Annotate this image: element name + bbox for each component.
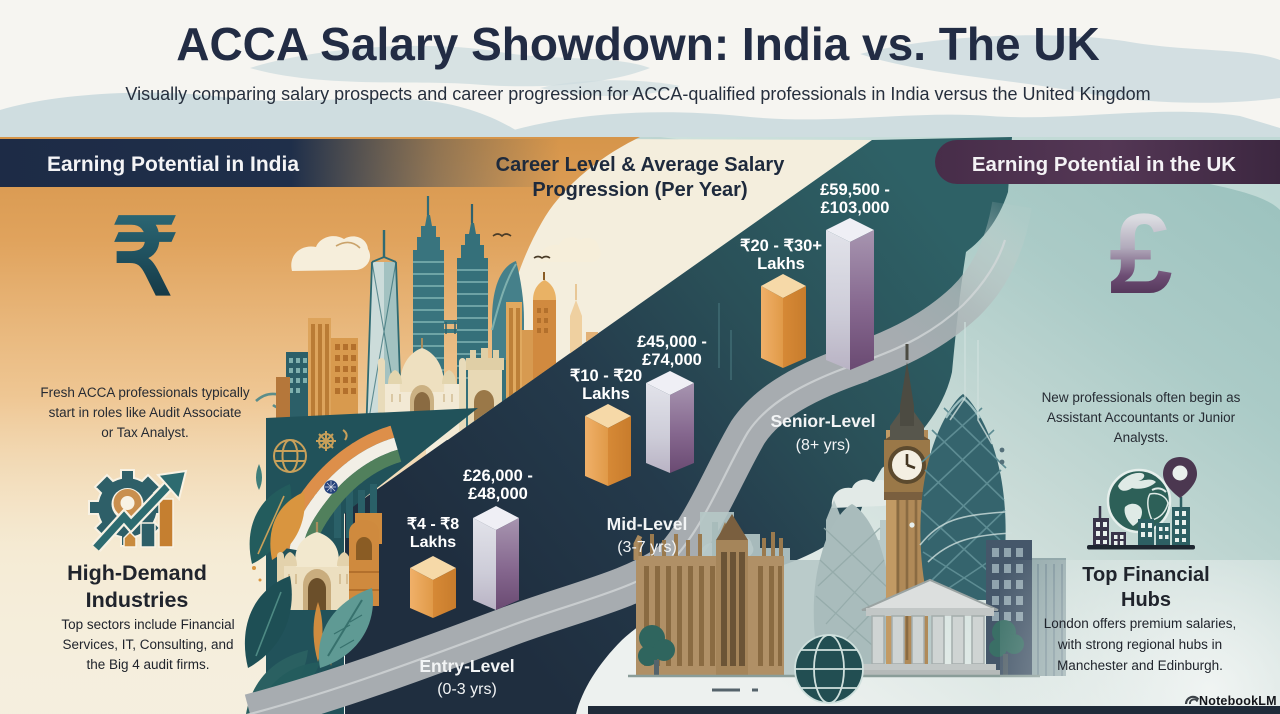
svg-text:Fresh ACCA professionals typic: Fresh ACCA professionals typically	[40, 385, 250, 400]
svg-text:High-Demand: High-Demand	[67, 561, 207, 585]
svg-text:₹: ₹	[111, 199, 178, 317]
svg-text:£26,000 -: £26,000 -	[463, 467, 533, 485]
svg-text:£45,000 -: £45,000 -	[637, 333, 707, 351]
svg-text:New professionals often begin: New professionals often begin as	[1042, 390, 1241, 405]
svg-text:ACCA Salary Showdown: India vs: ACCA Salary Showdown: India vs. The UK	[176, 18, 1100, 70]
svg-text:Entry-Level: Entry-Level	[419, 656, 514, 676]
svg-text:Manchester and Edinburgh.: Manchester and Edinburgh.	[1057, 658, 1223, 673]
svg-text:₹20 - ₹30+: ₹20 - ₹30+	[740, 237, 822, 255]
svg-text:£48,000: £48,000	[468, 485, 528, 503]
svg-text:Career Level & Average Salary: Career Level & Average Salary	[496, 154, 786, 176]
svg-text:Mid-Level: Mid-Level	[607, 514, 688, 534]
svg-text:Earning Potential in the UK: Earning Potential in the UK	[972, 153, 1236, 176]
svg-text:or Tax Analyst.: or Tax Analyst.	[101, 425, 189, 440]
svg-text:£74,000: £74,000	[642, 351, 702, 369]
svg-text:£59,500 -: £59,500 -	[820, 181, 890, 199]
svg-text:Top sectors include Financial: Top sectors include Financial	[61, 617, 234, 632]
svg-text:Lakhs: Lakhs	[757, 255, 805, 273]
svg-text:Senior-Level: Senior-Level	[770, 411, 875, 431]
svg-text:NotebookLM: NotebookLM	[1199, 694, 1277, 708]
svg-text:(8+ yrs): (8+ yrs)	[796, 437, 851, 454]
svg-text:Industries: Industries	[86, 588, 189, 612]
svg-text:Lakhs: Lakhs	[582, 385, 630, 403]
svg-text:£103,000: £103,000	[821, 199, 890, 217]
svg-text:Top Financial: Top Financial	[1082, 564, 1209, 586]
svg-text:₹4 - ₹8: ₹4 - ₹8	[407, 516, 459, 533]
svg-text:Lakhs: Lakhs	[410, 534, 456, 551]
svg-text:Assistant Accountants or Junio: Assistant Accountants or Junior	[1047, 410, 1236, 425]
svg-text:start in roles like Audit Asso: start in roles like Audit Associate	[49, 405, 242, 420]
svg-text:Earning Potential in India: Earning Potential in India	[47, 153, 299, 176]
svg-text:Visually comparing salary pros: Visually comparing salary prospects and …	[125, 84, 1150, 104]
svg-text:London offers premium salaries: London offers premium salaries,	[1044, 616, 1237, 631]
svg-text:Hubs: Hubs	[1121, 589, 1171, 611]
svg-text:Analysts.: Analysts.	[1114, 430, 1169, 445]
svg-text:the Big 4 audit firms.: the Big 4 audit firms.	[86, 657, 209, 672]
svg-text:Progression (Per Year): Progression (Per Year)	[532, 179, 747, 201]
svg-text:with strong regional hubs in: with strong regional hubs in	[1057, 637, 1222, 652]
svg-text:Services, IT, Consulting, and: Services, IT, Consulting, and	[62, 637, 233, 652]
svg-text:(0-3 yrs): (0-3 yrs)	[437, 681, 497, 698]
svg-text:₹10 - ₹20: ₹10 - ₹20	[570, 367, 642, 385]
svg-text:£: £	[1109, 191, 1172, 318]
svg-text:(3-7 yrs): (3-7 yrs)	[617, 539, 677, 556]
